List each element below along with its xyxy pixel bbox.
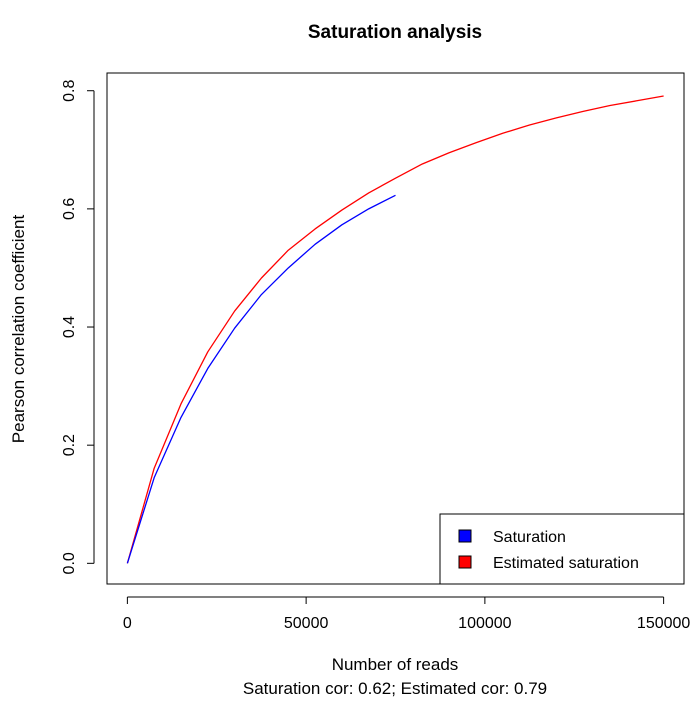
legend-label-saturation: Saturation (493, 529, 566, 546)
y-tick-label: 0.2 (61, 434, 78, 456)
legend-label-estimated-saturation: Estimated saturation (493, 555, 639, 572)
y-tick-label: 0.4 (61, 316, 78, 338)
legend-box (439, 513, 685, 585)
series-line-saturation (126, 194, 396, 564)
chart-title: Saturation analysis (308, 22, 482, 43)
x-tick-label: 100000 (458, 615, 511, 632)
series-line-estimated-saturation (126, 95, 664, 564)
y-tick-label: 0.8 (61, 80, 78, 102)
x-tick-label: 0 (123, 615, 132, 632)
y-tick-label: 0.0 (61, 552, 78, 574)
legend-swatch-estimated-saturation (458, 555, 472, 569)
x-axis-title: Number of reads (332, 655, 459, 674)
plot-frame (106, 72, 685, 585)
series-layer (126, 95, 664, 564)
y-axis-title: Pearson correlation coefficient (9, 215, 28, 444)
y-tick-label: 0.6 (61, 198, 78, 220)
x-axis: 0 50000 100000 150000 (123, 596, 690, 632)
x-tick-label: 50000 (284, 615, 329, 632)
chart-subtitle: Saturation cor: 0.62; Estimated cor: 0.7… (243, 679, 547, 698)
legend-swatch-saturation (458, 529, 472, 543)
x-tick-label: 150000 (637, 615, 690, 632)
y-axis: 0.0 0.2 0.4 0.6 0.8 (61, 80, 95, 574)
legend: Saturation Estimated saturation (439, 513, 685, 585)
